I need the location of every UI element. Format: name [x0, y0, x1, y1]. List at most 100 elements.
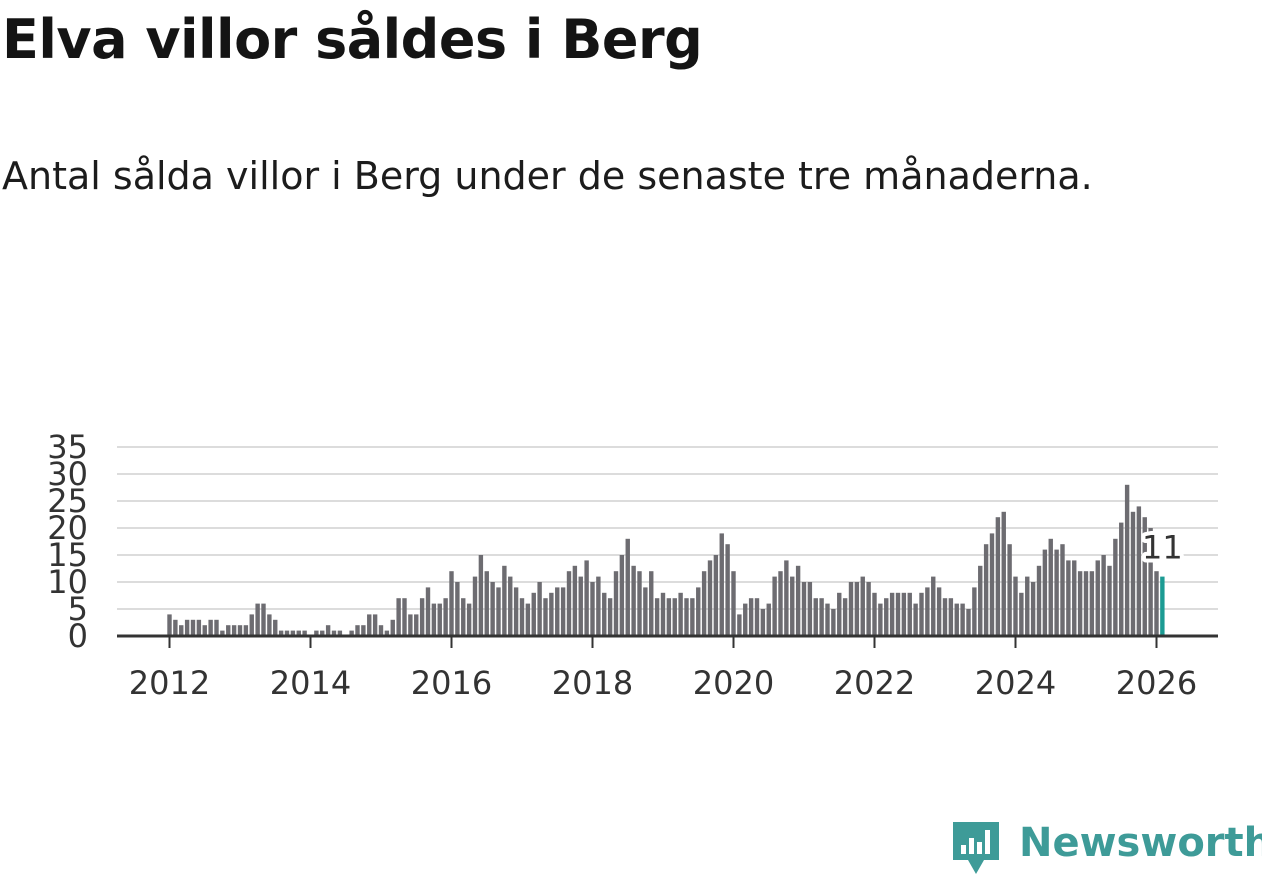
- bar: [560, 587, 566, 636]
- bar: [584, 560, 589, 636]
- bar: [255, 603, 260, 636]
- y-tick-label: 5: [68, 590, 88, 628]
- bar: [931, 576, 936, 636]
- bar: [1013, 576, 1018, 636]
- x-tick-label: 2012: [129, 664, 210, 702]
- bar: [466, 603, 472, 636]
- bar: [1095, 560, 1100, 636]
- bar: [831, 609, 836, 636]
- bar: [384, 630, 390, 636]
- bar: [179, 625, 184, 636]
- bar: [302, 630, 307, 636]
- newsworthy-logo-icon: [953, 822, 999, 874]
- bar: [472, 576, 478, 636]
- bar: [707, 560, 713, 636]
- x-tick-label: 2020: [693, 664, 774, 702]
- bar: [490, 582, 495, 636]
- bar: [519, 598, 525, 636]
- newsworthy-logo: Newsworthy: [950, 818, 1262, 878]
- bar: [1119, 522, 1124, 636]
- bar: [848, 582, 854, 636]
- bar: [578, 576, 583, 636]
- bar: [895, 592, 901, 636]
- bar: [1042, 549, 1048, 636]
- bar: [737, 614, 742, 636]
- bar: [1142, 517, 1147, 636]
- bar: [801, 582, 807, 636]
- bar: [819, 598, 824, 636]
- bar-highlight: [1160, 576, 1165, 636]
- bar: [1130, 511, 1136, 636]
- bar: [196, 619, 202, 636]
- x-tick-label: 2016: [411, 664, 492, 702]
- bar: [408, 614, 413, 636]
- bar: [690, 598, 695, 636]
- bar: [889, 592, 895, 636]
- bar: [390, 619, 395, 636]
- bar: [296, 630, 301, 636]
- bar: [243, 625, 249, 636]
- bar: [978, 565, 983, 636]
- bar: [907, 592, 912, 636]
- bar: [449, 571, 454, 636]
- bar: [760, 609, 766, 636]
- bar: [684, 598, 689, 636]
- bar: [284, 630, 290, 636]
- bar: [854, 582, 860, 636]
- x-tick-label: 2022: [834, 664, 915, 702]
- bar: [754, 598, 760, 636]
- bar: [872, 592, 877, 636]
- bar: [237, 625, 243, 636]
- y-tick-label: 20: [47, 509, 88, 547]
- bar: [437, 603, 442, 636]
- bar: [766, 603, 771, 636]
- bar: [795, 565, 801, 636]
- bar: [261, 603, 266, 636]
- bar: [678, 592, 683, 636]
- bar: [1107, 565, 1112, 636]
- bar: [396, 598, 401, 636]
- bar: [778, 571, 783, 636]
- bar: [543, 598, 548, 636]
- bar: [725, 544, 730, 636]
- y-tick-label: 25: [47, 482, 88, 520]
- bar: [431, 603, 437, 636]
- bar: [631, 565, 636, 636]
- bar: [508, 576, 513, 636]
- y-tick-label: 30: [47, 455, 88, 493]
- bar: [278, 630, 284, 636]
- bar: [525, 603, 531, 636]
- bar: [660, 592, 666, 636]
- bar: [649, 571, 654, 636]
- chart-subtitle: Antal sålda villor i Berg under de senas…: [2, 154, 1093, 198]
- bar: [419, 598, 425, 636]
- bar: [402, 598, 407, 636]
- bar: [173, 619, 178, 636]
- bar: [813, 598, 818, 636]
- bar: [666, 598, 672, 636]
- bar: [960, 603, 965, 636]
- bar: [513, 587, 519, 636]
- bar: [913, 603, 918, 636]
- bar: [701, 571, 707, 636]
- bar: [1083, 571, 1089, 636]
- bars: [167, 484, 1165, 636]
- bar: [214, 619, 219, 636]
- gridlines: [117, 446, 1218, 610]
- annotations: 11: [1138, 525, 1187, 571]
- bar: [837, 592, 842, 636]
- bar: [619, 555, 625, 636]
- bar: [502, 565, 507, 636]
- bar: [643, 587, 648, 636]
- bar: [954, 603, 959, 636]
- bar: [1048, 538, 1053, 636]
- bar: [378, 625, 384, 636]
- bar: [372, 614, 378, 636]
- bar: [184, 619, 190, 636]
- bar: [1060, 544, 1065, 636]
- y-tick-label: 0: [68, 617, 88, 655]
- bar: [220, 630, 225, 636]
- bar: [731, 571, 736, 636]
- bar: [355, 625, 360, 636]
- bar: [167, 614, 172, 636]
